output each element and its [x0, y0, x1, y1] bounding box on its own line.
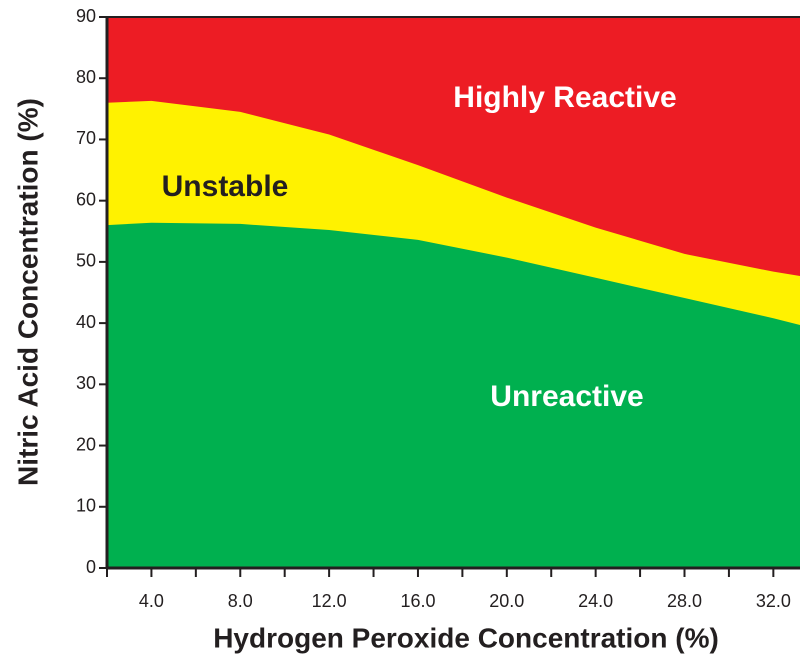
x-tick-label: 4.0: [139, 591, 164, 611]
y-tick-label: 30: [76, 373, 96, 393]
x-axis-title: Hydrogen Peroxide Concentration (%): [213, 622, 719, 653]
y-tick-label: 0: [86, 557, 96, 577]
y-tick-label: 10: [76, 496, 96, 516]
region-label: Unreactive: [490, 380, 643, 413]
x-tick-label: 24.0: [578, 591, 613, 611]
area: [107, 222, 800, 568]
y-tick-label: 60: [76, 189, 96, 209]
y-tick-label: 50: [76, 251, 96, 271]
region-label: Highly Reactive: [453, 81, 676, 114]
x-tick-label: 8.0: [228, 591, 253, 611]
x-tick-label: 12.0: [312, 591, 347, 611]
y-tick-label: 80: [76, 67, 96, 87]
x-tick-label: 20.0: [489, 591, 524, 611]
x-tick-label: 16.0: [400, 591, 435, 611]
y-tick-label: 70: [76, 128, 96, 148]
y-tick-label: 90: [76, 6, 96, 26]
x-tick-label: 32.0: [756, 591, 791, 611]
region-label: Unstable: [162, 170, 289, 203]
y-tick-label: 40: [76, 312, 96, 332]
y-tick-label: 20: [76, 434, 96, 454]
x-tick-label: 28.0: [667, 591, 702, 611]
y-axis-title: Nitric Acid Concentration (%): [12, 98, 43, 486]
